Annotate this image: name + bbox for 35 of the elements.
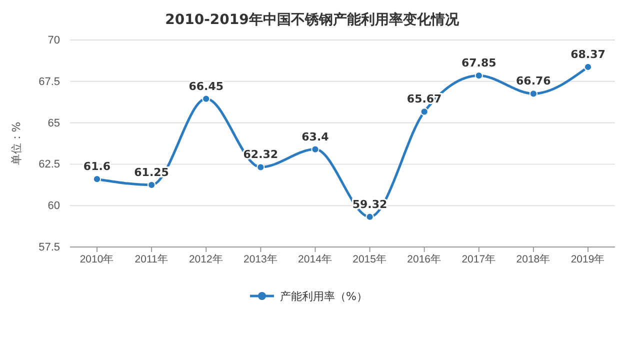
x-tick-label: 2011年 <box>134 253 168 266</box>
data-label: 68.37 <box>570 48 606 61</box>
x-tick-label: 2019年 <box>570 253 606 266</box>
point <box>366 212 374 221</box>
x-tick-label: 2017年 <box>462 253 496 266</box>
data-label: 67.85 <box>461 56 496 70</box>
data-label: 66.45 <box>188 80 224 93</box>
x-tick-label: 2012年 <box>188 253 224 266</box>
y-tick-label: 70 <box>48 34 60 47</box>
point <box>420 108 428 116</box>
x-tick-label: 2014年 <box>298 253 332 266</box>
point <box>474 72 483 80</box>
point <box>147 180 156 189</box>
point <box>584 62 592 72</box>
x-tick-label: 2015年 <box>352 253 387 266</box>
point <box>92 175 102 184</box>
y-tick-label: 60 <box>48 200 60 212</box>
x-tick-label: 2013年 <box>243 253 278 266</box>
x-tick-label: 2016年 <box>407 253 442 266</box>
data-label: 66.76 <box>516 74 552 88</box>
point <box>311 145 320 154</box>
legend-label: 产能利用率（%） <box>280 290 368 303</box>
data-label: 61.6 <box>83 160 111 174</box>
y-tick-label: 65 <box>48 117 60 130</box>
y-tick-label: 57.5 <box>38 242 60 254</box>
y-tick-label: 62.5 <box>38 158 60 171</box>
chart-title: 2010-2019年中国不锈钢产能利用率变化情况 <box>165 11 460 28</box>
point <box>256 163 265 172</box>
y-tick-label: 67.5 <box>38 76 60 88</box>
point <box>529 90 538 98</box>
point <box>202 94 210 103</box>
data-label: 63.4 <box>302 130 330 144</box>
y-axis-title: 单位：% <box>10 122 23 166</box>
x-tick-label: 2018年 <box>516 253 551 266</box>
x-tick-label: 2010年 <box>80 253 114 266</box>
